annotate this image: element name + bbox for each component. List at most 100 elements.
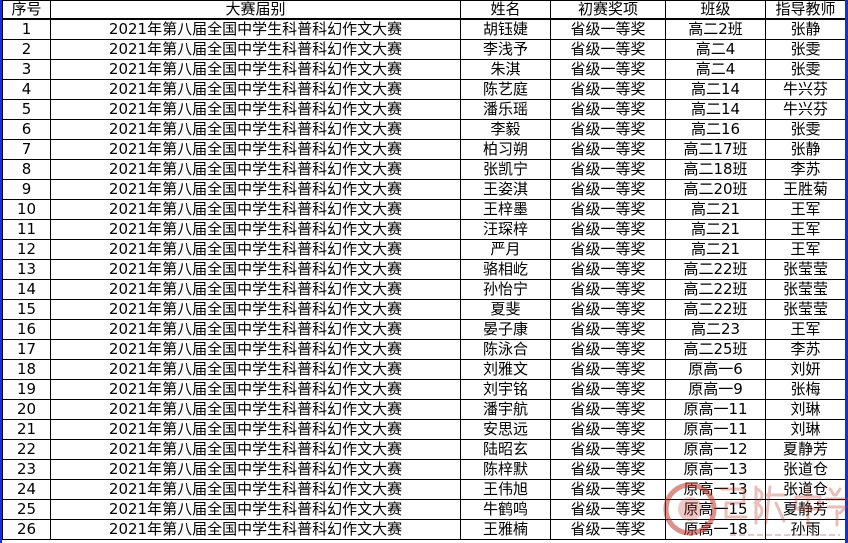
cell-name[interactable]: 潘乐瑶 <box>460 99 551 120</box>
cell-name[interactable]: 陈艺庭 <box>460 79 551 100</box>
cell-index[interactable]: 1 <box>2 18 51 40</box>
cell-contest[interactable]: 2021年第八届全国中学生科普科幻作文大赛 <box>50 79 461 100</box>
cell-class[interactable]: 高二23 <box>665 319 766 340</box>
cell-name[interactable]: 汪琛梓 <box>460 219 551 240</box>
cell-name[interactable]: 严月 <box>460 239 551 260</box>
cell-award[interactable]: 省级一等奖 <box>550 499 666 520</box>
cell-contest[interactable]: 2021年第八届全国中学生科普科幻作文大赛 <box>50 259 461 280</box>
cell-award[interactable]: 省级一等奖 <box>550 379 666 400</box>
cell-contest[interactable]: 2021年第八届全国中学生科普科幻作文大赛 <box>50 359 461 380</box>
cell-class[interactable]: 高二20班 <box>665 179 766 200</box>
cell-name[interactable]: 夏斐 <box>460 299 551 320</box>
cell-class[interactable]: 高二25班 <box>665 339 766 360</box>
cell-contest[interactable]: 2021年第八届全国中学生科普科幻作文大赛 <box>50 459 461 480</box>
cell-name[interactable]: 李毅 <box>460 119 551 140</box>
cell-teacher[interactable]: 张静 <box>765 18 846 40</box>
cell-contest[interactable]: 2021年第八届全国中学生科普科幻作文大赛 <box>50 299 461 320</box>
cell-contest[interactable]: 2021年第八届全国中学生科普科幻作文大赛 <box>50 499 461 520</box>
cell-contest[interactable]: 2021年第八届全国中学生科普科幻作文大赛 <box>50 119 461 140</box>
cell-teacher[interactable]: 王军 <box>765 219 846 240</box>
cell-class[interactable]: 原高一18 <box>665 519 766 540</box>
cell-contest[interactable]: 2021年第八届全国中学生科普科幻作文大赛 <box>50 179 461 200</box>
cell-teacher[interactable]: 夏静芳 <box>765 439 846 460</box>
cell-contest[interactable]: 2021年第八届全国中学生科普科幻作文大赛 <box>50 139 461 160</box>
cell-teacher[interactable]: 张静 <box>765 139 846 160</box>
cell-award[interactable]: 省级一等奖 <box>550 519 666 540</box>
cell-award[interactable]: 省级一等奖 <box>550 439 666 460</box>
cell-name[interactable]: 陈梓默 <box>460 459 551 480</box>
cell-class[interactable]: 高二17班 <box>665 139 766 160</box>
cell-teacher[interactable]: 张道仓 <box>765 479 846 500</box>
cell-contest[interactable]: 2021年第八届全国中学生科普科幻作文大赛 <box>50 279 461 300</box>
cell-contest[interactable]: 2021年第八届全国中学生科普科幻作文大赛 <box>50 39 461 60</box>
cell-teacher[interactable]: 孙雨 <box>765 519 846 540</box>
cell-award[interactable]: 省级一等奖 <box>550 319 666 340</box>
cell-index[interactable]: 14 <box>2 279 51 300</box>
cell-contest[interactable]: 2021年第八届全国中学生科普科幻作文大赛 <box>50 519 461 540</box>
cell-index[interactable]: 24 <box>2 479 51 500</box>
cell-teacher[interactable]: 王军 <box>765 319 846 340</box>
cell-index[interactable]: 4 <box>2 79 51 100</box>
cell-class[interactable]: 原高一13 <box>665 459 766 480</box>
cell-name[interactable]: 安思远 <box>460 419 551 440</box>
cell-index[interactable]: 6 <box>2 119 51 140</box>
cell-index[interactable]: 5 <box>2 99 51 120</box>
cell-class[interactable]: 高二4 <box>665 39 766 60</box>
cell-teacher[interactable]: 张雯 <box>765 119 846 140</box>
cell-index[interactable]: 21 <box>2 419 51 440</box>
cell-class[interactable]: 高二22班 <box>665 279 766 300</box>
header-award[interactable]: 初赛奖项 <box>550 0 666 20</box>
cell-index[interactable]: 17 <box>2 339 51 360</box>
cell-name[interactable]: 骆相屹 <box>460 259 551 280</box>
cell-class[interactable]: 原高一13 <box>665 479 766 500</box>
cell-contest[interactable]: 2021年第八届全国中学生科普科幻作文大赛 <box>50 439 461 460</box>
cell-name[interactable]: 王梓墨 <box>460 199 551 220</box>
cell-award[interactable]: 省级一等奖 <box>550 239 666 260</box>
cell-index[interactable]: 25 <box>2 499 51 520</box>
cell-teacher[interactable]: 刘妍 <box>765 359 846 380</box>
cell-teacher[interactable]: 牛兴芬 <box>765 79 846 100</box>
cell-teacher[interactable]: 李苏 <box>765 339 846 360</box>
cell-contest[interactable]: 2021年第八届全国中学生科普科幻作文大赛 <box>50 399 461 420</box>
cell-index[interactable]: 8 <box>2 159 51 180</box>
cell-award[interactable]: 省级一等奖 <box>550 339 666 360</box>
cell-contest[interactable]: 2021年第八届全国中学生科普科幻作文大赛 <box>50 18 461 40</box>
cell-class[interactable]: 高二21 <box>665 239 766 260</box>
cell-name[interactable]: 刘宇铭 <box>460 379 551 400</box>
cell-index[interactable]: 15 <box>2 299 51 320</box>
cell-award[interactable]: 省级一等奖 <box>550 199 666 220</box>
cell-teacher[interactable]: 张莹莹 <box>765 259 846 280</box>
cell-index[interactable]: 19 <box>2 379 51 400</box>
cell-class[interactable]: 原高一6 <box>665 359 766 380</box>
cell-class[interactable]: 原高一9 <box>665 379 766 400</box>
cell-index[interactable]: 9 <box>2 179 51 200</box>
cell-contest[interactable]: 2021年第八届全国中学生科普科幻作文大赛 <box>50 219 461 240</box>
cell-award[interactable]: 省级一等奖 <box>550 159 666 180</box>
cell-award[interactable]: 省级一等奖 <box>550 119 666 140</box>
cell-award[interactable]: 省级一等奖 <box>550 399 666 420</box>
cell-contest[interactable]: 2021年第八届全国中学生科普科幻作文大赛 <box>50 339 461 360</box>
cell-teacher[interactable]: 夏静芳 <box>765 499 846 520</box>
cell-class[interactable]: 高二16 <box>665 119 766 140</box>
cell-name[interactable]: 牛鹤鸣 <box>460 499 551 520</box>
cell-teacher[interactable]: 牛兴芬 <box>765 99 846 120</box>
cell-award[interactable]: 省级一等奖 <box>550 99 666 120</box>
cell-index[interactable]: 18 <box>2 359 51 380</box>
cell-index[interactable]: 13 <box>2 259 51 280</box>
cell-award[interactable]: 省级一等奖 <box>550 219 666 240</box>
cell-name[interactable]: 晏子康 <box>460 319 551 340</box>
cell-name[interactable]: 张凯宁 <box>460 159 551 180</box>
cell-index[interactable]: 2 <box>2 39 51 60</box>
cell-class[interactable]: 原高一12 <box>665 439 766 460</box>
cell-contest[interactable]: 2021年第八届全国中学生科普科幻作文大赛 <box>50 319 461 340</box>
cell-index[interactable]: 11 <box>2 219 51 240</box>
cell-class[interactable]: 原高一11 <box>665 419 766 440</box>
cell-name[interactable]: 陈泳合 <box>460 339 551 360</box>
header-class[interactable]: 班级 <box>665 0 766 20</box>
cell-award[interactable]: 省级一等奖 <box>550 299 666 320</box>
cell-award[interactable]: 省级一等奖 <box>550 18 666 40</box>
cell-teacher[interactable]: 张雯 <box>765 39 846 60</box>
cell-name[interactable]: 王伟旭 <box>460 479 551 500</box>
cell-class[interactable]: 高二21 <box>665 219 766 240</box>
cell-award[interactable]: 省级一等奖 <box>550 139 666 160</box>
